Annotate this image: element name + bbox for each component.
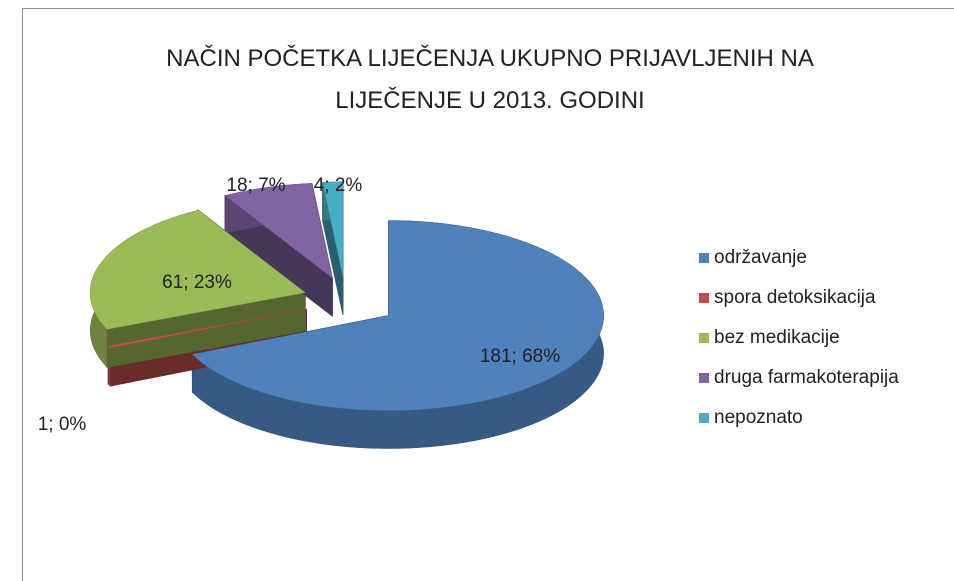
chart-title: NAČIN POČETKA LIJEČENJA UKUPNO PRIJAVLJE… [166,45,814,114]
legend-label: druga farmakoterapija [714,367,899,388]
slice [191,220,604,411]
legend-label: spora detoksikacija [714,287,876,308]
legend-label: bez medikacije [714,327,840,348]
data-label: 181; 68% [480,346,560,367]
slice [224,183,333,279]
legend-swatch [699,413,709,423]
data-label: 4; 2% [314,175,363,196]
legend-swatch [699,333,709,343]
legend-label: nepoznato [714,407,803,428]
legend-swatch [699,373,709,383]
legend-label: održavanje [714,247,807,268]
data-label: 61; 23% [162,272,232,293]
data-label: 18; 7% [226,175,285,196]
data-label: 1; 0% [38,414,87,435]
legend-swatch [699,253,709,263]
slice [89,209,306,330]
slice [322,181,344,277]
legend-swatch [699,293,709,303]
slice [107,308,307,349]
chart-frame [22,8,954,581]
